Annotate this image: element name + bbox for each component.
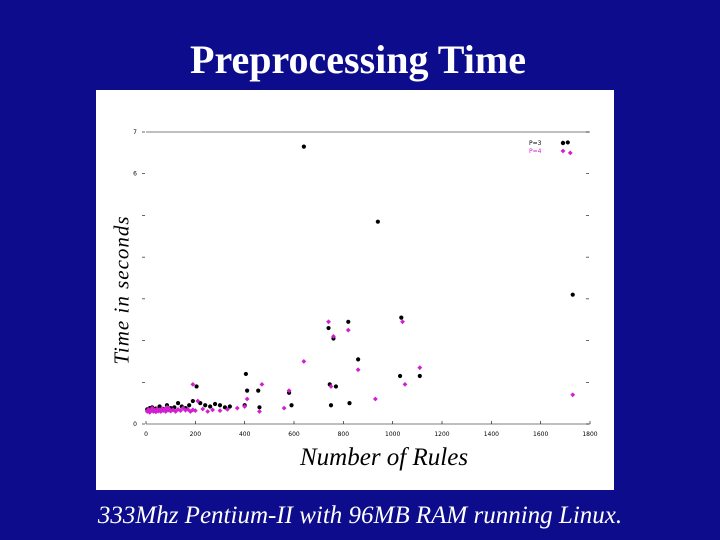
series-p4-point [157,407,162,413]
series-p3-point [190,398,195,404]
series-p3-point [245,388,250,393]
series-p3-point [375,219,380,224]
x-tick-label: 1400 [484,431,499,438]
legend-marker-p3 [560,140,566,146]
series-p4-point [301,359,307,364]
legend-label: P=4 [529,148,542,155]
series-p4-point [144,409,150,414]
series-p4-point [234,405,240,411]
series-p4-point [417,365,423,371]
series-p4-point [242,404,248,409]
series-p3-point [227,404,232,409]
x-tick-label: 200 [190,431,202,438]
series-p3-point [289,403,294,408]
series-p3-point [175,401,181,406]
series-p4-point [192,408,198,414]
series-p4-point [331,334,336,339]
series-p3-point [397,373,403,379]
series-p4-point [158,409,164,414]
y-tick-label: 7 [133,129,137,136]
series-p4-point [225,407,230,412]
series-p4-point [400,319,405,325]
series-p4-point [190,381,196,387]
x-tick-label: 1000 [385,431,400,438]
series-p3-point [222,405,228,410]
series-p3-point [333,384,339,389]
series-p4-point [188,409,193,414]
series-p3-point [326,325,331,331]
series-p4-point [217,408,223,414]
series-p4-point [195,398,201,404]
slide-caption: 333Mhz Pentium-II with 96MB RAM running … [97,502,623,529]
legend-marker-p4 [560,148,566,154]
x-tick-label: 1200 [434,431,449,438]
series-p4-point [244,396,250,402]
series-p3-point [417,373,422,379]
series-p3-point [157,404,162,409]
series-p4-point [163,409,169,414]
series-p4-point [170,407,176,413]
series-p4-point [355,367,361,373]
series-p4-point [178,408,183,414]
x-tick-label: 1800 [582,431,597,438]
series-p4-point [345,327,351,333]
series-p4-point [173,409,178,414]
series-p3-point [356,357,361,362]
series-p4-point [190,407,196,413]
x-tick-label: 0 [144,431,148,438]
scatter-chart: 0 6 7 0 200 400 600 800 1000 1200 1400 1600 1800 P=3P… [133,129,598,438]
series-p4-point [286,388,292,394]
series-p4-point [326,319,331,325]
series-p3-point [203,403,208,408]
series-p3-point [194,384,199,389]
x-tick-label: 800 [338,431,350,438]
series-p3-point [347,401,352,406]
series-p3-point [212,401,218,407]
series-p4-point [154,406,160,412]
y-tick-label: 6 [133,171,137,178]
series-p3-point [187,403,192,408]
series-p4-point [160,408,166,414]
x-tick-label: 400 [239,431,251,438]
series-p3-point [346,319,351,324]
series-p3-point [198,401,203,406]
legend-label: P=3 [529,140,542,147]
series-p3-point [570,292,575,297]
series-p4-point [200,406,206,412]
series-p4-point [373,396,378,402]
series-p4-point [210,407,215,413]
series-p3-point [243,371,248,377]
series-p3-point [257,405,262,410]
series-p4-point [167,406,172,412]
series-p4-point [147,409,153,415]
series-p3-point [328,403,334,408]
y-axis-label: Time in seconds [109,215,134,365]
x-tick-label: 600 [288,431,300,438]
series-p4-point [257,409,262,414]
y-tick-label: 0 [133,421,137,428]
series-p4-point [151,409,156,414]
series-p4-point [159,406,165,411]
series-p4-point [281,405,287,411]
series-p4-point [567,150,573,156]
series-p3-point [217,403,223,408]
x-tick-label: 1600 [533,431,548,438]
slide-title: Preprocessing Time [190,37,526,82]
series-p4-point [570,392,576,398]
series-p4-point [259,381,265,387]
series-p4-point [148,408,154,414]
series-p3-point [565,140,570,145]
plot-panel: 0 6 7 0 200 400 600 800 1000 1200 1400 1600 1800 P=3 P… [96,90,614,490]
series-p4-point [402,381,408,387]
series-p3-point [399,315,404,320]
series-p4-point [205,409,211,414]
series-p3-point [256,388,261,393]
x-axis-label: Number of Rules [300,444,469,471]
series-p3-point [301,144,306,149]
series-p3-point [208,404,213,409]
